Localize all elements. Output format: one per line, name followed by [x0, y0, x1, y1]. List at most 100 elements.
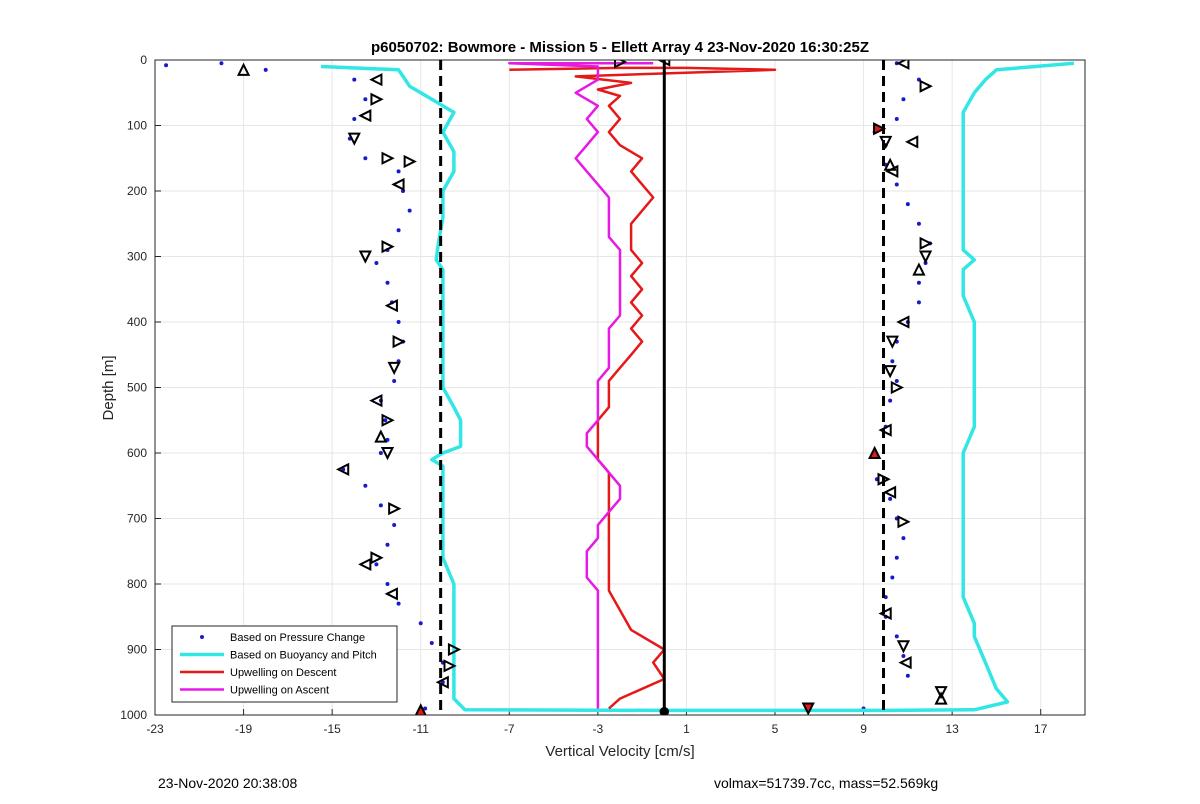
profile-marker [447, 642, 462, 657]
profile-marker [890, 380, 905, 395]
pressure-change-point [888, 496, 893, 501]
profile-marker [883, 365, 897, 379]
profile-marker [381, 413, 395, 427]
pressure-change-point [385, 582, 390, 586]
pressure-change-point [383, 418, 388, 423]
pressure-change-point [890, 575, 895, 580]
pressure-change-point [396, 320, 401, 324]
pressure-change-point [363, 156, 368, 161]
legend-entry-label: Based on Pressure Change [230, 632, 365, 644]
pressure-change-point [164, 63, 169, 68]
plot-area-border [154, 59, 1086, 716]
x-tick-label: 5 [772, 722, 779, 736]
profile-marker [347, 132, 361, 146]
profile-marker [380, 447, 395, 461]
profile-marker [934, 691, 948, 705]
pressure-change-point [396, 601, 401, 606]
pressure-change-point [901, 654, 906, 659]
pressure-change-point [374, 562, 379, 567]
pressure-change-point [392, 378, 397, 383]
pressure-change-point [905, 673, 910, 678]
profile-marker [801, 702, 815, 715]
profile-marker [912, 262, 926, 276]
series-line-2 [509, 66, 777, 710]
profile-marker [403, 154, 417, 169]
pressure-change-point [219, 61, 224, 66]
pressure-change-point [263, 67, 268, 72]
y-tick-label: 200 [127, 184, 147, 198]
profile-marker [392, 335, 406, 349]
pressure-change-point [423, 706, 428, 711]
profile-marker [435, 675, 449, 689]
x-tick-label: -23 [146, 722, 164, 736]
profile-marker [905, 135, 919, 149]
profile-marker [443, 659, 457, 673]
y-tick-label: 100 [127, 119, 147, 133]
pressure-change-point [901, 97, 906, 102]
profile-marker [381, 240, 395, 254]
profile-marker [358, 557, 372, 571]
legend-entry-label: Upwelling on Ascent [230, 685, 329, 697]
x-tick-label: -15 [323, 722, 341, 736]
x-tick-label: -7 [504, 722, 515, 736]
pressure-change-point [916, 300, 921, 305]
y-tick-label: 900 [127, 643, 147, 657]
profile-marker [614, 60, 628, 69]
x-tick-labels: -23 -19 -15 -11 -7 -3 1 5 9 13 17 [146, 722, 1047, 736]
profile-marker [370, 551, 384, 565]
pressure-change-point [894, 634, 899, 639]
pressure-change-point [888, 398, 893, 403]
profile-marker [370, 92, 384, 106]
x-tick-label: -3 [593, 722, 604, 736]
profile-marker [369, 393, 383, 408]
pressure-change-point [429, 640, 434, 645]
legend: Based on Pressure Change Based on Buoyanc… [171, 625, 398, 703]
pressure-change-point [894, 555, 899, 560]
profile-marker [896, 60, 910, 70]
x-tick-label: -19 [235, 722, 253, 736]
x-tick-label: 1 [683, 722, 690, 736]
pressure-change-point [916, 221, 921, 226]
footer-vehicle-info: volmax=51739.7cc, mass=52.569kg [714, 775, 939, 791]
y-tick-label: 0 [140, 53, 147, 67]
pressure-change-point [374, 261, 379, 266]
legend-entry-label: Upwelling on Descent [230, 667, 336, 679]
y-tick-labels: 0 100 200 300 400 500 600 700 800 900 1000 [120, 53, 147, 722]
x-tick-label: 9 [860, 722, 867, 736]
x-tick-label: 17 [1034, 722, 1048, 736]
profile-marker [384, 299, 398, 313]
pressure-change-point [363, 483, 368, 488]
y-axis-label: Depth [m] [100, 355, 117, 420]
pressure-change-point [396, 228, 401, 233]
y-tick-label: 700 [127, 512, 147, 526]
profile-marker [374, 429, 388, 443]
profile-marker [878, 606, 892, 621]
profile-marker [236, 62, 251, 76]
x-axis-label: Vertical Velocity [cm/s] [545, 743, 694, 760]
pressure-change-point [890, 359, 895, 364]
x-tick-label: -11 [412, 722, 429, 736]
profile-marker [335, 462, 350, 476]
profile-marker [919, 79, 933, 93]
profile-marker [873, 122, 887, 136]
profile-marker [934, 686, 948, 700]
pressure-change-point [392, 523, 397, 528]
pressure-change-point [407, 208, 412, 213]
profile-marker [896, 640, 911, 654]
pressure-change-point [905, 202, 910, 207]
y-tick-label: 500 [127, 381, 147, 395]
profile-marker [885, 164, 899, 178]
profile-marker [878, 423, 892, 437]
profile-marker [896, 315, 910, 329]
pressure-change-point [352, 77, 357, 82]
pressure-change-point [385, 280, 390, 285]
profile-marker [381, 151, 395, 165]
profile-marker [898, 655, 912, 670]
profile-marker [868, 445, 882, 459]
y-tick-label: 800 [127, 577, 147, 591]
profile-marker [885, 335, 899, 349]
chart-title: p6050702: Bowmore - Mission 5 - Ellett A… [371, 39, 869, 56]
profile-marker [358, 250, 372, 264]
pressure-change-point [378, 451, 383, 455]
